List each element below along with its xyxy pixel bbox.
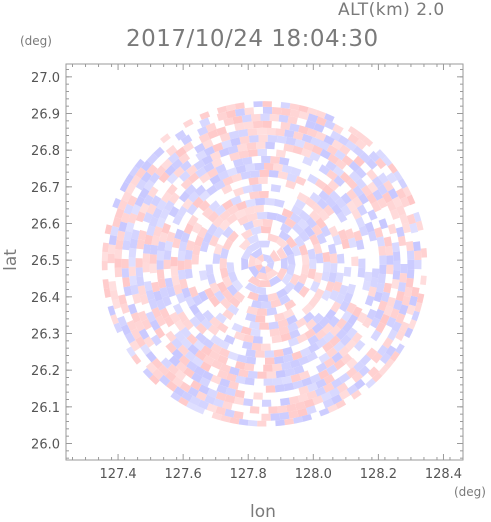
heatmap-layer [101, 101, 428, 427]
y-tick-label: 26.0 [31, 438, 60, 453]
y-tick-label: 26.4 [31, 291, 60, 306]
x-tick-label: 128.2 [360, 467, 397, 482]
altitude-label: ALT(km) 2.0 [338, 0, 445, 20]
y-tick-label: 26.3 [31, 328, 60, 343]
y-tick-label: 26.8 [31, 144, 60, 159]
x-tick-label: 127.6 [165, 467, 202, 482]
y-tick-label: 26.7 [31, 181, 60, 196]
x-axis-label: lon [250, 502, 276, 522]
y-tick-label: 27.0 [31, 71, 60, 86]
y-tick-label: 26.2 [31, 364, 60, 379]
y-tick-label: 26.1 [31, 401, 60, 416]
x-tick-label: 128.0 [295, 467, 332, 482]
plot-frame [65, 63, 464, 461]
x-unit-label: (deg) [454, 485, 486, 499]
x-tick-label: 127.4 [99, 467, 136, 482]
axes-layer: 26.0 26.1 26.2 26.3 26.4 26.5 26.6 26.7 26.8 26.9… [31, 63, 464, 482]
x-tick-label: 128.4 [425, 467, 462, 482]
y-tick-label: 26.6 [31, 218, 60, 233]
y-tick-label: 26.9 [31, 108, 60, 123]
datetime-title: 2017/10/24 18:04:30 [126, 26, 379, 52]
y-unit-label: (deg) [20, 34, 52, 48]
x-tick-label: 127.8 [230, 467, 267, 482]
y-tick-label: 26.5 [31, 254, 60, 269]
radar-cells [101, 101, 428, 427]
